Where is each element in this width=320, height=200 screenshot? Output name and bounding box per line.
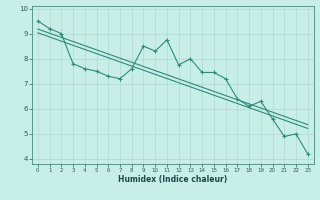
X-axis label: Humidex (Indice chaleur): Humidex (Indice chaleur) xyxy=(118,175,228,184)
